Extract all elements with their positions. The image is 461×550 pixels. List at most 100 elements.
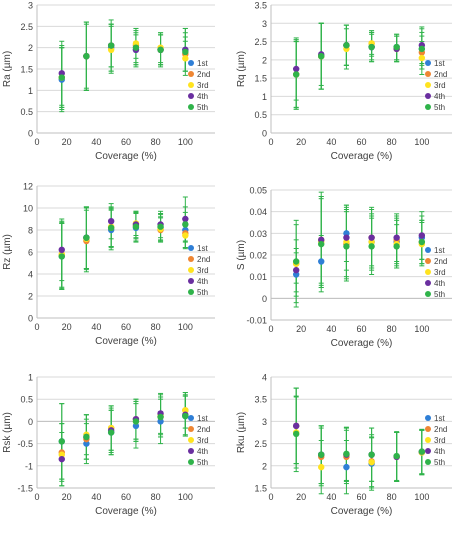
data-point-5th <box>157 413 164 421</box>
x-axis-title: Coverage (%) <box>95 336 157 347</box>
data-point-4th <box>182 215 189 223</box>
data-point-5th <box>418 45 426 53</box>
x-tick-label: 60 <box>356 492 366 502</box>
x-axis-title: Coverage (%) <box>331 338 393 349</box>
legend-marker <box>188 459 194 465</box>
data-point-3rd <box>58 451 65 458</box>
x-tick-label: 20 <box>62 492 72 502</box>
y-tick-label: 0.03 <box>249 229 267 239</box>
legend: 1st 2nd 3rd 4th 5th <box>425 414 447 467</box>
y-tick-label: 3 <box>262 19 267 29</box>
legend-label: 4th <box>197 277 208 286</box>
y-axis-title: Rq (µm) <box>236 51 247 87</box>
y-axis-title: Ra (µm) <box>2 51 13 87</box>
data-point-5th <box>83 234 90 241</box>
data-point-5th <box>318 53 325 60</box>
data-point-4th <box>292 65 300 73</box>
chart-panel-rz: 0 2 4 6 8 10 12 0 20 40 60 80 100 Coverage (%) Rz (µm)… <box>2 182 215 347</box>
data-point-1st <box>132 422 140 430</box>
x-tick-label: 40 <box>91 137 101 147</box>
y-tick-label: 1 <box>28 373 33 383</box>
x-tick-label: 80 <box>387 137 397 147</box>
legend-marker <box>425 280 431 286</box>
y-tick-label: 2.5 <box>20 22 33 32</box>
x-tick-label: 80 <box>387 324 397 334</box>
x-tick-label: 60 <box>356 324 366 334</box>
y-tick-label: -1.5 <box>17 484 33 494</box>
legend-label: 5th <box>197 458 208 467</box>
legend-label: 4th <box>197 92 208 101</box>
x-tick-label: 100 <box>178 322 193 332</box>
data-point-5th <box>292 71 300 78</box>
legend-marker <box>425 104 431 110</box>
legend-label: 3rd <box>197 266 209 275</box>
legend-marker <box>188 415 194 421</box>
chart-panel-rq: 0 0.5 1 1.5 2 2.5 3 3.5 0 20 40 60 80 100 Coverage (%)… <box>236 1 452 162</box>
y-tick-label: 1.5 <box>20 65 33 75</box>
legend: 1st 2nd 3rd 4th 5th <box>188 414 210 467</box>
data-point-5th <box>83 433 90 441</box>
y-tick-label: 10 <box>23 204 33 214</box>
legend-label: 2nd <box>434 70 447 79</box>
legend-marker <box>188 60 194 66</box>
data-point-4th <box>292 266 300 274</box>
x-tick-label: 40 <box>326 137 336 147</box>
legend-marker <box>425 258 431 264</box>
legend-label: 1st <box>434 246 445 255</box>
legend: 1st 2nd 3rd 4th 5th <box>188 59 210 112</box>
y-tick-label: 0.5 <box>254 110 267 120</box>
data-point-5th <box>182 221 189 228</box>
legend-label: 5th <box>197 103 208 112</box>
y-tick-label: 2.5 <box>254 439 267 449</box>
y-tick-label: 0.02 <box>249 251 267 261</box>
data-point-5th <box>107 429 115 436</box>
data-point-5th <box>132 44 140 51</box>
legend-label: 2nd <box>197 425 210 434</box>
data-point-5th <box>157 46 164 53</box>
x-tick-label: 80 <box>151 322 161 332</box>
data-point-3rd <box>182 232 189 239</box>
x-tick-label: 100 <box>178 492 193 502</box>
data-point-5th <box>418 238 426 246</box>
x-tick-label: 20 <box>296 137 306 147</box>
y-tick-label: 2 <box>262 461 267 471</box>
data-point-3rd <box>368 459 375 466</box>
y-axis-title: Rz (µm) <box>2 234 13 270</box>
data-point-5th <box>318 451 325 458</box>
legend-marker <box>188 245 194 251</box>
legend-label: 3rd <box>197 436 209 445</box>
y-tick-label: 6 <box>28 248 33 258</box>
data-point-4th <box>292 422 300 430</box>
data-point-1st <box>343 463 350 471</box>
legend-label: 2nd <box>197 255 210 264</box>
y-tick-label: 0 <box>262 129 267 139</box>
y-tick-label: 2 <box>262 55 267 65</box>
legend-marker <box>425 93 431 99</box>
data-point-5th <box>318 240 325 248</box>
legend-marker <box>425 82 431 88</box>
data-point-5th <box>368 243 375 250</box>
data-point-5th <box>83 53 90 60</box>
legend-label: 5th <box>197 288 208 297</box>
y-tick-label: 4 <box>262 373 267 383</box>
x-axis-title: Coverage (%) <box>95 506 157 517</box>
legend-label: 2nd <box>434 257 447 266</box>
chart-panel-ra: 0 0.5 1 1.5 2 2.5 3 0 20 40 60 80 100 Coverage (%) Ra … <box>2 1 215 162</box>
data-point-5th <box>343 42 350 49</box>
legend-marker <box>188 437 194 443</box>
data-point-5th <box>58 253 65 260</box>
legend-marker <box>188 278 194 284</box>
data-point-5th <box>107 224 115 231</box>
y-tick-label: 1 <box>262 92 267 102</box>
y-tick-label: -0.5 <box>17 439 33 449</box>
legend-label: 5th <box>434 290 445 299</box>
legend-label: 2nd <box>434 425 447 434</box>
legend-label: 3rd <box>434 81 446 90</box>
y-tick-label: 3.5 <box>254 1 267 11</box>
x-tick-label: 80 <box>387 492 397 502</box>
legend-label: 2nd <box>197 70 210 79</box>
x-tick-label: 40 <box>91 492 101 502</box>
legend-label: 1st <box>434 59 445 68</box>
